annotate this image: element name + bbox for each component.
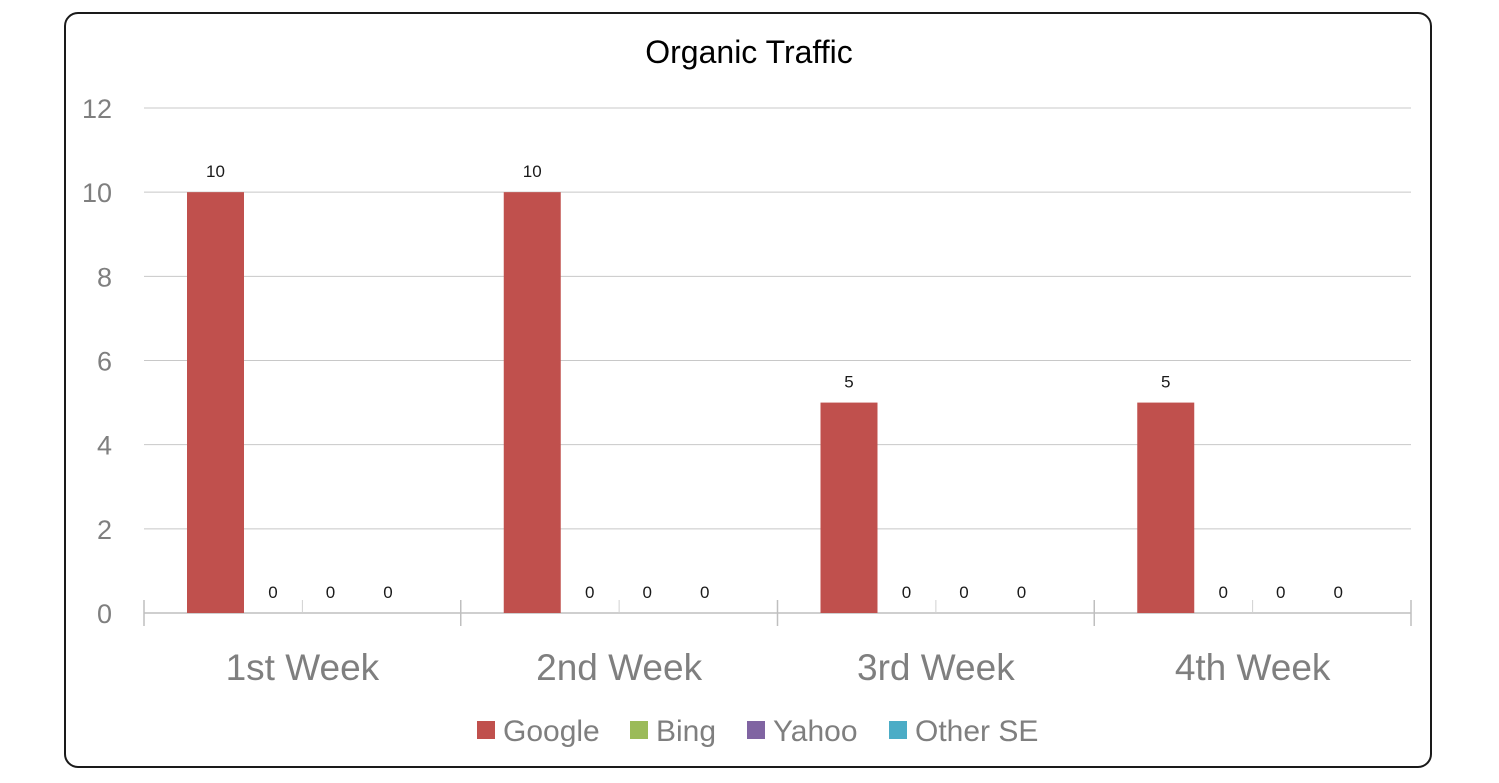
- y-tick-label: 4: [97, 431, 112, 461]
- data-label: 0: [1219, 583, 1228, 602]
- data-label: 0: [268, 583, 277, 602]
- data-label: 0: [383, 583, 392, 602]
- data-label: 0: [902, 583, 911, 602]
- data-label: 0: [585, 583, 594, 602]
- legend-swatch: [630, 721, 648, 739]
- bar-google: [820, 402, 878, 613]
- legend-item: Google: [477, 715, 600, 748]
- gridlines: [144, 107, 1411, 530]
- data-label: 10: [523, 162, 542, 181]
- legend-item: Other SE: [889, 715, 1038, 748]
- legend-label: Other SE: [915, 715, 1038, 748]
- data-labels: 10 10 5 5 0 0 0 0 0 0 0 0 0 0 0 0: [206, 162, 1343, 602]
- legend-label: Google: [503, 715, 600, 748]
- bar-google: [503, 192, 561, 613]
- x-tick-label: 3rd Week: [857, 647, 1015, 688]
- y-tick-label: 0: [97, 599, 112, 629]
- chart-frame: [64, 12, 1432, 768]
- y-axis: 0 2 4 6 8 10 12: [82, 94, 112, 629]
- x-tick-label: 1st Week: [226, 647, 380, 688]
- x-tick-label: 4th Week: [1175, 647, 1331, 688]
- data-label: 10: [206, 162, 225, 181]
- bar-google: [187, 192, 244, 613]
- chart-title: Organic Traffic: [645, 34, 852, 70]
- data-label: 0: [643, 583, 652, 602]
- legend-item: Yahoo: [747, 715, 858, 748]
- data-label: 0: [1017, 583, 1026, 602]
- x-tick-label: 2nd Week: [536, 647, 702, 688]
- y-tick-label: 2: [97, 515, 112, 545]
- data-label: 0: [326, 583, 335, 602]
- x-axis: 1st Week 2nd Week 3rd Week 4th Week: [143, 600, 1412, 688]
- legend-swatch: [747, 721, 765, 739]
- data-label: 0: [959, 583, 968, 602]
- data-label: 0: [1334, 583, 1343, 602]
- data-label: 5: [1161, 373, 1170, 392]
- legend-label: Yahoo: [773, 715, 858, 748]
- legend-label: Bing: [656, 715, 716, 748]
- legend: Google Bing Yahoo Other SE: [477, 715, 1038, 748]
- bar-google: [1137, 402, 1195, 613]
- y-tick-label: 12: [82, 94, 112, 124]
- legend-swatch: [477, 721, 495, 739]
- legend-swatch: [889, 721, 907, 739]
- bars: [187, 192, 1195, 613]
- data-label: 0: [700, 583, 709, 602]
- y-tick-label: 10: [82, 178, 112, 208]
- data-label: 0: [1276, 583, 1285, 602]
- legend-item: Bing: [630, 715, 716, 748]
- data-label: 5: [844, 373, 853, 392]
- y-tick-label: 8: [97, 262, 112, 292]
- y-tick-label: 6: [97, 347, 112, 377]
